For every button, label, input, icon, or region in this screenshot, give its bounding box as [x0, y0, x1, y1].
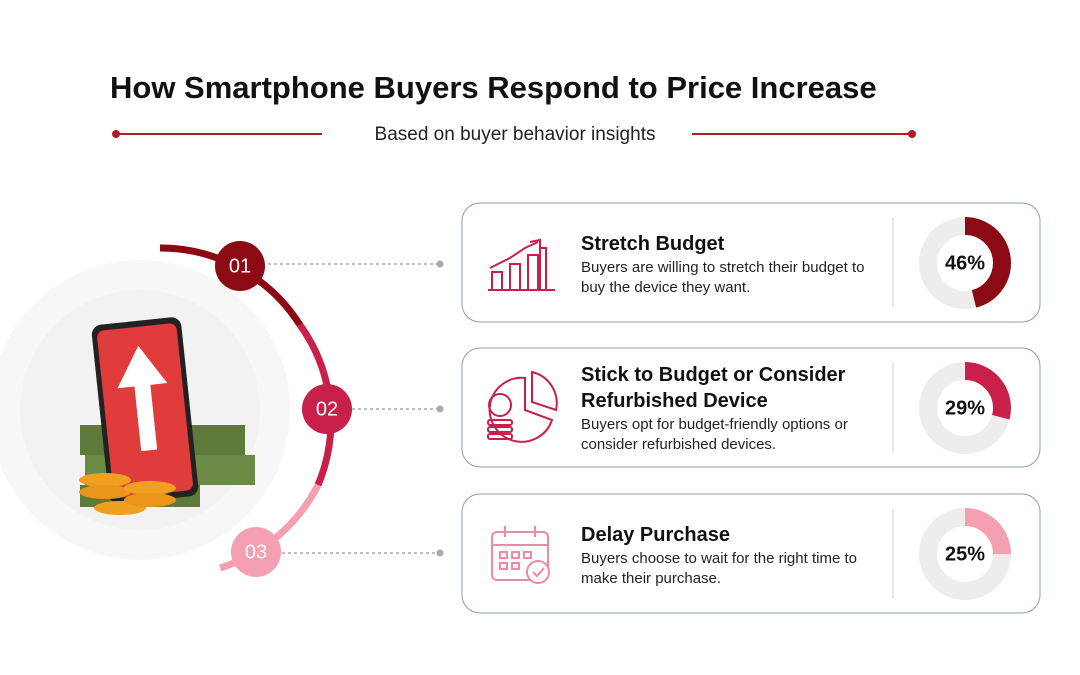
- icon-growth: [488, 238, 555, 291]
- card: [461, 202, 1041, 323]
- card-title: Delay Purchase: [581, 524, 730, 546]
- card-title: Stretch Budget: [581, 233, 725, 255]
- dynamic-layer: 01 46% 02 29% 03 25%: [215, 217, 1011, 600]
- step-number: 01: [229, 255, 251, 277]
- title: How Smartphone Buyers Respond to Price I…: [110, 70, 877, 105]
- donut-arc: [919, 217, 1011, 309]
- donut-arc: [919, 508, 1011, 600]
- icon-budget: [487, 370, 558, 443]
- subtitle: Based on buyer behavior insights: [374, 124, 656, 145]
- card-desc: Buyers choose to wait for the right time…: [581, 550, 857, 587]
- card: [461, 493, 1041, 614]
- donut-arc: [919, 362, 1011, 454]
- step-marker: [215, 241, 265, 291]
- connector-dot: [436, 549, 444, 557]
- donut-label: 25%: [945, 543, 985, 565]
- step-number: 03: [245, 541, 267, 563]
- phone-illustration: [79, 317, 255, 515]
- rule-dot: [112, 130, 120, 138]
- connector-dot: [436, 260, 444, 268]
- step-marker: [231, 527, 281, 577]
- connector-dot: [436, 405, 444, 413]
- icon-calendar: [491, 526, 550, 584]
- card: [461, 347, 1041, 468]
- card-desc: Buyers are willing to stretch their budg…: [581, 259, 865, 296]
- rule-dot: [908, 130, 916, 138]
- step-marker: [302, 384, 352, 434]
- card-title: Stick to Budget or Consider Refurbished …: [581, 364, 846, 412]
- step-number: 02: [316, 398, 338, 420]
- donut-label: 46%: [945, 252, 985, 274]
- donut-label: 29%: [945, 397, 985, 419]
- card-desc: Buyers opt for budget-friendly options o…: [581, 416, 848, 453]
